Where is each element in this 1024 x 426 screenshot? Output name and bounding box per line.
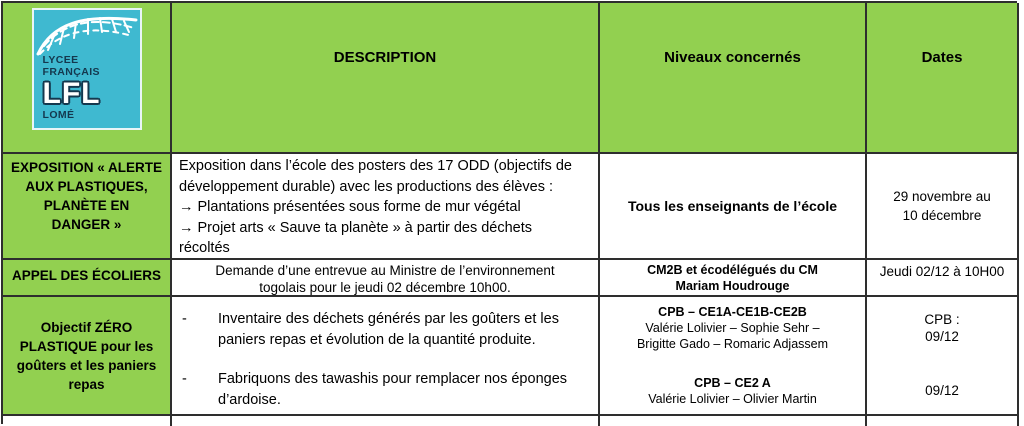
logo-cell: LYCEE FRANÇAIS LFL LOMÉ (3, 3, 172, 154)
logo-city: LOMÉ (42, 109, 75, 121)
zero-plastique-title-cell: Objectif ZÉRO PLASTIQUE pour les goûters… (3, 297, 172, 416)
header-dates: Dates (867, 3, 1019, 154)
exposition-dates-cell: 29 novembre au 10 décembre (867, 154, 1019, 260)
partial-row-cell (867, 416, 1019, 426)
exposition-title-cell: EXPOSITION « ALERTE AUX PLASTIQUES, PLAN… (3, 154, 172, 260)
exposition-item-1: → Plantations présentées sous forme de mu… (179, 199, 521, 215)
dash-bullet-icon: - (182, 311, 187, 327)
header-dates-label: Dates (921, 49, 963, 66)
zero-plastique-niveaux-cell: CPB – CE1A-CE1B-CE2B Valérie Lolivier – … (600, 297, 867, 416)
exposition-item-2: → Projet arts « Sauve ta planète » à part… (179, 219, 533, 257)
header-niveaux-label: Niveaux concernés (664, 49, 801, 66)
palm-leaves-icon (36, 16, 137, 56)
appel-dates-cell: Jeudi 02/12 à 10H00 (867, 260, 1019, 297)
header-description-label: DESCRIPTION (333, 49, 437, 66)
list-item: - Fabriquons des tawashis pour remplacer… (180, 369, 588, 410)
partial-row-cell (600, 416, 867, 426)
list-item: - Inventaire des déchets générés par les… (180, 309, 588, 350)
arrow-icon: → (179, 219, 194, 236)
zero-plastique-dates-cell: CPB : 09/12 09/12 (867, 297, 1019, 416)
appel-description-cell: Demande d’une entrevue au Ministre de l’… (172, 260, 600, 297)
exposition-intro: Exposition dans l’école des posters des … (179, 158, 572, 195)
arrow-icon: → (179, 199, 194, 215)
zero-plastique-description-cell: - Inventaire des déchets générés par les… (172, 297, 600, 416)
dash-bullet-icon: - (182, 371, 187, 387)
logo-lycee-text: LYCEE (42, 54, 79, 66)
dates-group-1: CPB : 09/12 (924, 312, 960, 344)
header-niveaux: Niveaux concernés (600, 3, 867, 154)
logo-acronym: LFL (42, 77, 101, 110)
appel-title-cell: APPEL DES ÉCOLIERS (3, 260, 172, 297)
appel-niveaux-cell: CM2B et écodélégués du CM Mariam Houdrou… (600, 260, 867, 297)
niveaux-group-2: CPB – CE2 A Valérie Lolivier – Olivier M… (648, 376, 817, 406)
header-description: DESCRIPTION (172, 3, 600, 154)
niveaux-group-1: CPB – CE1A-CE1B-CE2B Valérie Lolivier – … (636, 305, 829, 351)
partial-row-cell (172, 416, 600, 426)
logo-francais-text: FRANÇAIS (42, 66, 100, 78)
dates-group-2: 09/12 (925, 383, 959, 398)
exposition-niveaux-cell: Tous les enseignants de l’école (600, 154, 867, 260)
lfl-logo: LYCEE FRANÇAIS LFL LOMÉ (31, 8, 142, 130)
partial-row-cell (3, 416, 172, 426)
exposition-description-cell: Exposition dans l’école des posters des … (172, 154, 600, 260)
